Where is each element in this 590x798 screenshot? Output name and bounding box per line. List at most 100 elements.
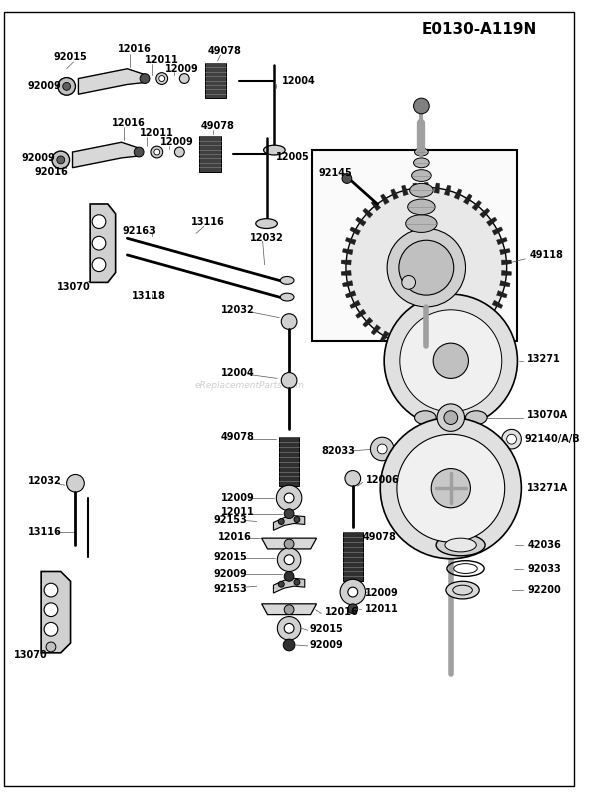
Ellipse shape	[256, 219, 277, 228]
Ellipse shape	[408, 199, 435, 215]
Polygon shape	[472, 200, 481, 211]
Circle shape	[44, 622, 58, 636]
Polygon shape	[502, 271, 512, 275]
Ellipse shape	[430, 385, 446, 405]
Text: 13271A: 13271A	[527, 483, 569, 493]
Circle shape	[281, 314, 297, 330]
Text: 12032: 12032	[250, 233, 284, 243]
Circle shape	[140, 73, 150, 84]
Text: 12016: 12016	[112, 117, 146, 128]
Text: 12009: 12009	[221, 493, 254, 503]
Polygon shape	[41, 571, 71, 653]
Polygon shape	[402, 185, 408, 196]
Circle shape	[277, 548, 301, 571]
Text: 13070A: 13070A	[527, 409, 569, 420]
Text: 92015: 92015	[310, 624, 343, 634]
Text: 13271: 13271	[527, 354, 561, 364]
Bar	[199, 136, 221, 172]
Circle shape	[402, 275, 415, 289]
Circle shape	[278, 581, 284, 587]
Polygon shape	[342, 249, 353, 255]
Text: 12009: 12009	[365, 588, 398, 598]
Ellipse shape	[409, 184, 433, 197]
Circle shape	[397, 434, 504, 542]
Circle shape	[346, 188, 507, 348]
Circle shape	[284, 571, 294, 581]
Circle shape	[92, 215, 106, 228]
Polygon shape	[78, 69, 145, 94]
Ellipse shape	[436, 534, 485, 555]
Circle shape	[283, 639, 295, 651]
Text: 13118: 13118	[132, 291, 166, 301]
Circle shape	[345, 471, 360, 486]
Circle shape	[342, 174, 352, 184]
Polygon shape	[371, 325, 381, 335]
Polygon shape	[502, 260, 512, 265]
Text: 92009: 92009	[28, 81, 61, 92]
Ellipse shape	[414, 158, 430, 168]
Text: 49078: 49078	[201, 120, 235, 131]
Text: 12011: 12011	[140, 128, 174, 138]
Text: 92145: 92145	[319, 168, 352, 178]
Circle shape	[371, 437, 394, 460]
Polygon shape	[424, 183, 429, 192]
Polygon shape	[413, 342, 418, 353]
Circle shape	[380, 417, 522, 559]
Circle shape	[387, 228, 466, 307]
Circle shape	[52, 151, 70, 168]
Circle shape	[294, 516, 300, 523]
Text: 12032: 12032	[221, 305, 254, 315]
Polygon shape	[363, 208, 373, 218]
Ellipse shape	[466, 411, 487, 425]
Ellipse shape	[280, 293, 294, 301]
Polygon shape	[413, 183, 418, 193]
Circle shape	[433, 343, 468, 378]
Text: 12009: 12009	[165, 64, 198, 73]
Text: eReplacementParts.com: eReplacementParts.com	[195, 381, 305, 389]
Polygon shape	[492, 300, 503, 309]
Text: 49078: 49078	[221, 433, 254, 442]
Circle shape	[92, 258, 106, 271]
Text: 12011: 12011	[365, 604, 398, 614]
Text: 12016: 12016	[117, 44, 152, 54]
Circle shape	[63, 82, 71, 90]
Ellipse shape	[430, 430, 446, 449]
Circle shape	[284, 539, 294, 549]
Circle shape	[92, 236, 106, 250]
Polygon shape	[371, 200, 381, 211]
Text: 42036: 42036	[527, 540, 561, 550]
Circle shape	[58, 77, 76, 95]
Circle shape	[348, 587, 358, 597]
Circle shape	[444, 411, 458, 425]
Text: 92009: 92009	[214, 570, 247, 579]
Polygon shape	[341, 260, 351, 265]
Circle shape	[284, 555, 294, 565]
Polygon shape	[492, 227, 503, 235]
Polygon shape	[350, 300, 360, 309]
Text: 12009: 12009	[160, 137, 194, 148]
Circle shape	[46, 642, 56, 652]
Circle shape	[431, 468, 470, 508]
Polygon shape	[480, 318, 490, 327]
Polygon shape	[487, 309, 497, 318]
Polygon shape	[261, 604, 317, 614]
Text: 92153: 92153	[214, 584, 247, 595]
Text: 12016: 12016	[325, 606, 359, 617]
Polygon shape	[500, 281, 510, 286]
Polygon shape	[363, 318, 373, 327]
Circle shape	[276, 485, 302, 511]
Polygon shape	[356, 309, 366, 318]
Ellipse shape	[455, 385, 471, 405]
Text: 92200: 92200	[527, 585, 561, 595]
Circle shape	[67, 475, 84, 492]
Circle shape	[44, 583, 58, 597]
Polygon shape	[434, 342, 440, 353]
Polygon shape	[273, 516, 305, 531]
Polygon shape	[381, 194, 389, 204]
Text: 13070: 13070	[14, 650, 47, 660]
Text: 12011: 12011	[221, 507, 254, 516]
Text: 92016: 92016	[34, 167, 68, 176]
Circle shape	[57, 156, 65, 164]
Text: 13070: 13070	[57, 282, 91, 292]
Text: 13116: 13116	[191, 216, 225, 227]
